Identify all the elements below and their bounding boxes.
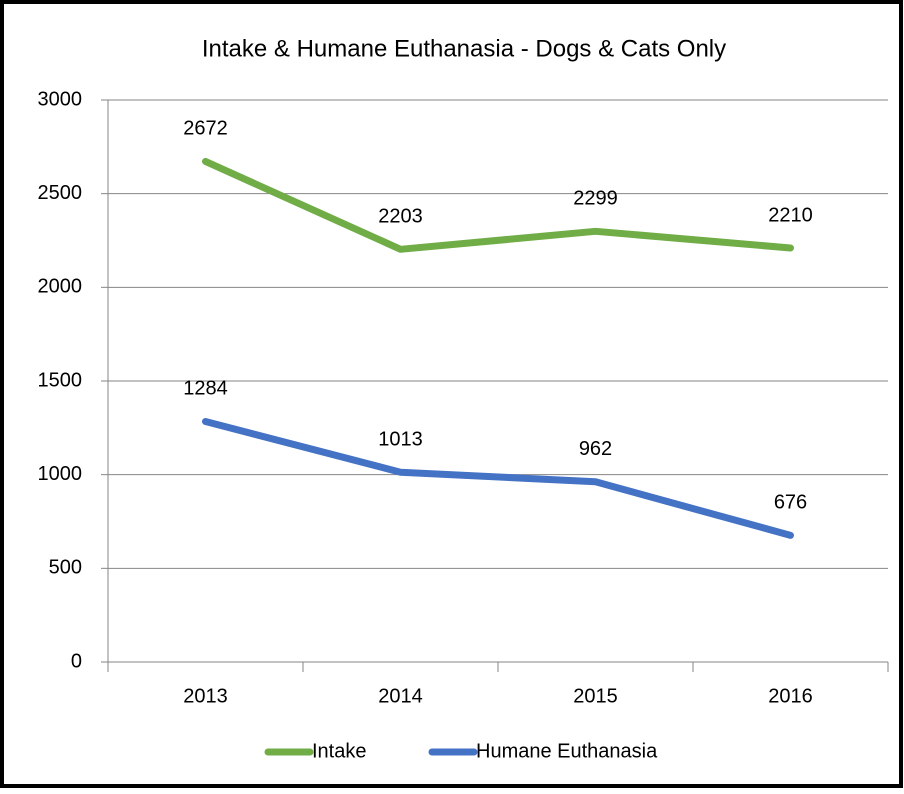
y-tick-label: 2500 [38,182,83,204]
data-label: 1013 [378,429,423,451]
series-line [202,157,794,253]
series-line [202,417,794,539]
data-label: 2210 [768,204,813,226]
x-tick-label: 2014 [378,685,423,707]
y-tick-label: 1500 [38,369,83,391]
data-label: 962 [579,438,612,460]
chart-title: Intake & Humane Euthanasia - Dogs & Cats… [202,35,726,62]
x-tick-label: 2013 [183,685,228,707]
legend-label: Intake [312,740,366,762]
data-label: 676 [774,492,807,514]
x-tick-label: 2015 [573,685,618,707]
y-tick-label: 3000 [38,88,83,110]
data-label: 2299 [573,188,618,210]
x-tick-label: 2016 [768,685,813,707]
data-label: 2672 [183,118,228,140]
y-tick-label: 500 [49,557,82,579]
y-tick-label: 2000 [38,276,83,298]
data-label: 2203 [378,206,423,228]
data-label: 1284 [183,378,228,400]
legend-label: Humane Euthanasia [476,740,658,762]
y-tick-label: 0 [71,650,82,672]
y-tick-label: 1000 [38,463,83,485]
